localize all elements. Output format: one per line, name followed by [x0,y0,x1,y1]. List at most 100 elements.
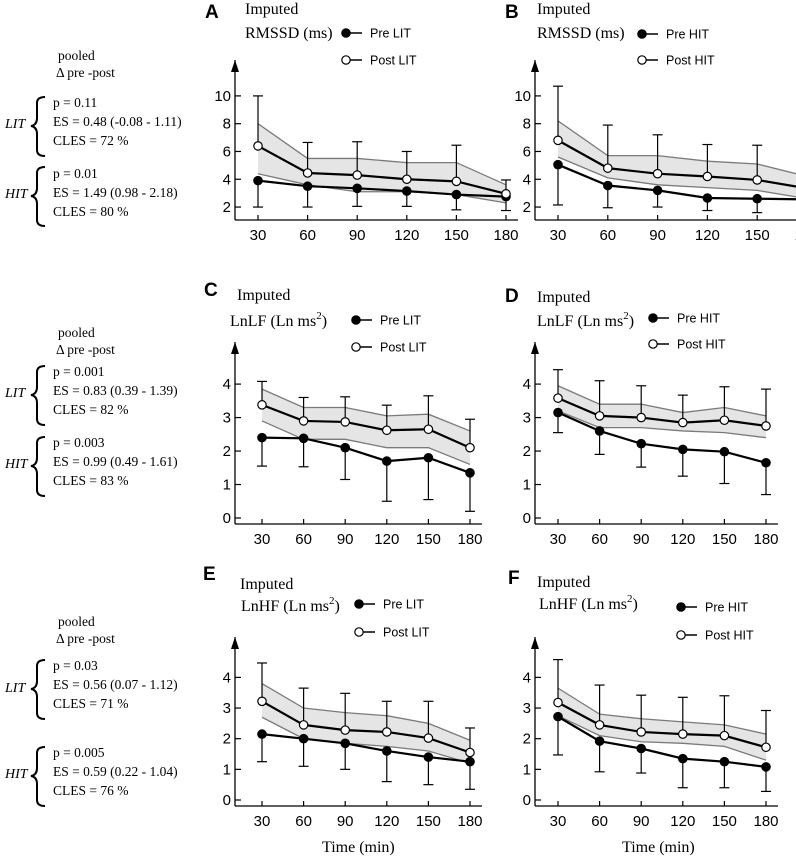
data-point-post [652,168,663,179]
panel-title-line2: RMSSD (ms) [537,25,625,42]
data-point-post [602,163,613,173]
y-tick-label: 2 [523,443,531,460]
band-lower-edge [261,420,471,466]
group-label-hit: HIT [4,767,29,782]
y-tick-label: 4 [223,376,231,393]
stat-es-hit: ES = 1.49 (0.98 - 2.18) [53,185,178,200]
confidence-band [558,385,766,438]
y-tick-label: 3 [223,410,231,427]
legend-label: Post HIT [666,54,715,68]
data-point-post [401,174,412,185]
brace-lit [30,659,46,720]
data-point-post [553,393,563,403]
group-label-hit: HIT [4,187,29,202]
panel-c: C Imputed LnLF (Ln ms2) 0 1 2 3 4 30 60 90 120 150 18… [204,280,483,548]
data-point-post [553,697,563,708]
y-tick-label: 3 [523,700,531,717]
panel-letter: A [205,2,219,23]
y-tick-label: 10 [514,88,531,105]
data-point-post [677,417,688,428]
data-point-pre [636,438,646,449]
data-point-post [352,170,362,180]
data-point-post [636,727,646,737]
brace-hit [30,166,46,227]
stat-cles-lit: CLES = 72 % [53,133,129,148]
legend-marker [354,627,364,637]
series-line-pre [557,715,767,768]
legend-marker [351,315,361,325]
legend-marker [676,630,686,640]
data-point-post [677,729,688,739]
y-tick-label: 8 [223,116,231,133]
y-tick-label: 3 [523,410,531,427]
data-point-post [381,425,392,436]
data-point-pre [602,180,613,191]
stats-header-pooled: pooled [58,48,95,63]
data-point-post [298,416,309,426]
data-point-post [298,720,309,730]
band-lower-edge [557,715,767,761]
y-axis-arrow-icon [231,637,239,649]
series-line-post [261,700,471,754]
x-tick-label: 30 [250,227,267,244]
y-tick-label: 10 [214,88,231,105]
data-point-pre [652,185,663,196]
x-tick-label: 60 [591,531,608,548]
data-point-pre [401,186,412,196]
legend-label: Pre LIT [383,598,424,612]
x-tick-label: 150 [416,813,441,830]
panel-letter: C [204,280,218,301]
legend-marker [637,55,647,65]
panel-title-line2: RMSSD (ms) [245,25,333,42]
x-tick-label: 120 [374,813,399,830]
data-point-pre [636,743,646,754]
legend-label: Post HIT [705,629,754,643]
legend-label: Pre LIT [380,314,421,328]
stat-p-lit: p = 0.11 [53,95,97,110]
band-upper-edge [557,385,767,417]
stat-p-lit: p = 0.03 [53,658,98,673]
stats-header-pooled: pooled [58,325,95,340]
y-tick-label: 4 [523,171,531,188]
y-tick-label: 6 [523,143,531,160]
y-tick-label: 4 [223,669,231,686]
stats-header-pooled: pooled [58,614,95,629]
band-lower-edge [557,156,796,198]
band-upper-edge [557,120,796,175]
series-line-pre [261,436,471,474]
y-tick-label: 1 [523,761,531,778]
stat-p-hit: p = 0.003 [53,435,105,450]
legend-label: Pre LIT [370,27,411,41]
y-tick-label: 1 [223,477,231,494]
data-point-post [752,175,762,185]
x-tick-label: 90 [633,531,650,548]
band-upper-edge [257,123,507,186]
data-point-post [340,417,350,427]
legend-marker [341,28,351,38]
data-point-pre [298,733,309,744]
stat-p-hit: p = 0.005 [53,745,105,760]
panel-title-line1: Imputed [237,287,290,304]
x-tick-label: 90 [349,227,366,244]
data-point-pre [451,189,462,200]
x-tick-label: 180 [794,227,796,244]
data-point-pre [719,756,730,767]
x-tick-label: 180 [493,227,518,244]
legend-label: Pre HIT [677,312,720,326]
legend-label: Pre HIT [705,601,748,615]
data-point-pre [253,175,263,186]
stat-p-hit: p = 0.01 [53,166,98,181]
data-point-pre [553,159,563,170]
data-point-post [302,168,313,178]
legend-marker [351,342,361,352]
series-line-post [261,403,471,449]
data-point-pre [594,426,605,436]
y-tick-label: 1 [223,761,231,778]
x-tick-label: 90 [633,813,650,830]
data-point-post [381,727,392,737]
x-tick-label: 60 [599,227,616,244]
y-tick-label: 3 [223,700,231,717]
data-point-post [501,189,511,199]
data-point-post [465,442,475,453]
data-point-post [253,141,263,151]
